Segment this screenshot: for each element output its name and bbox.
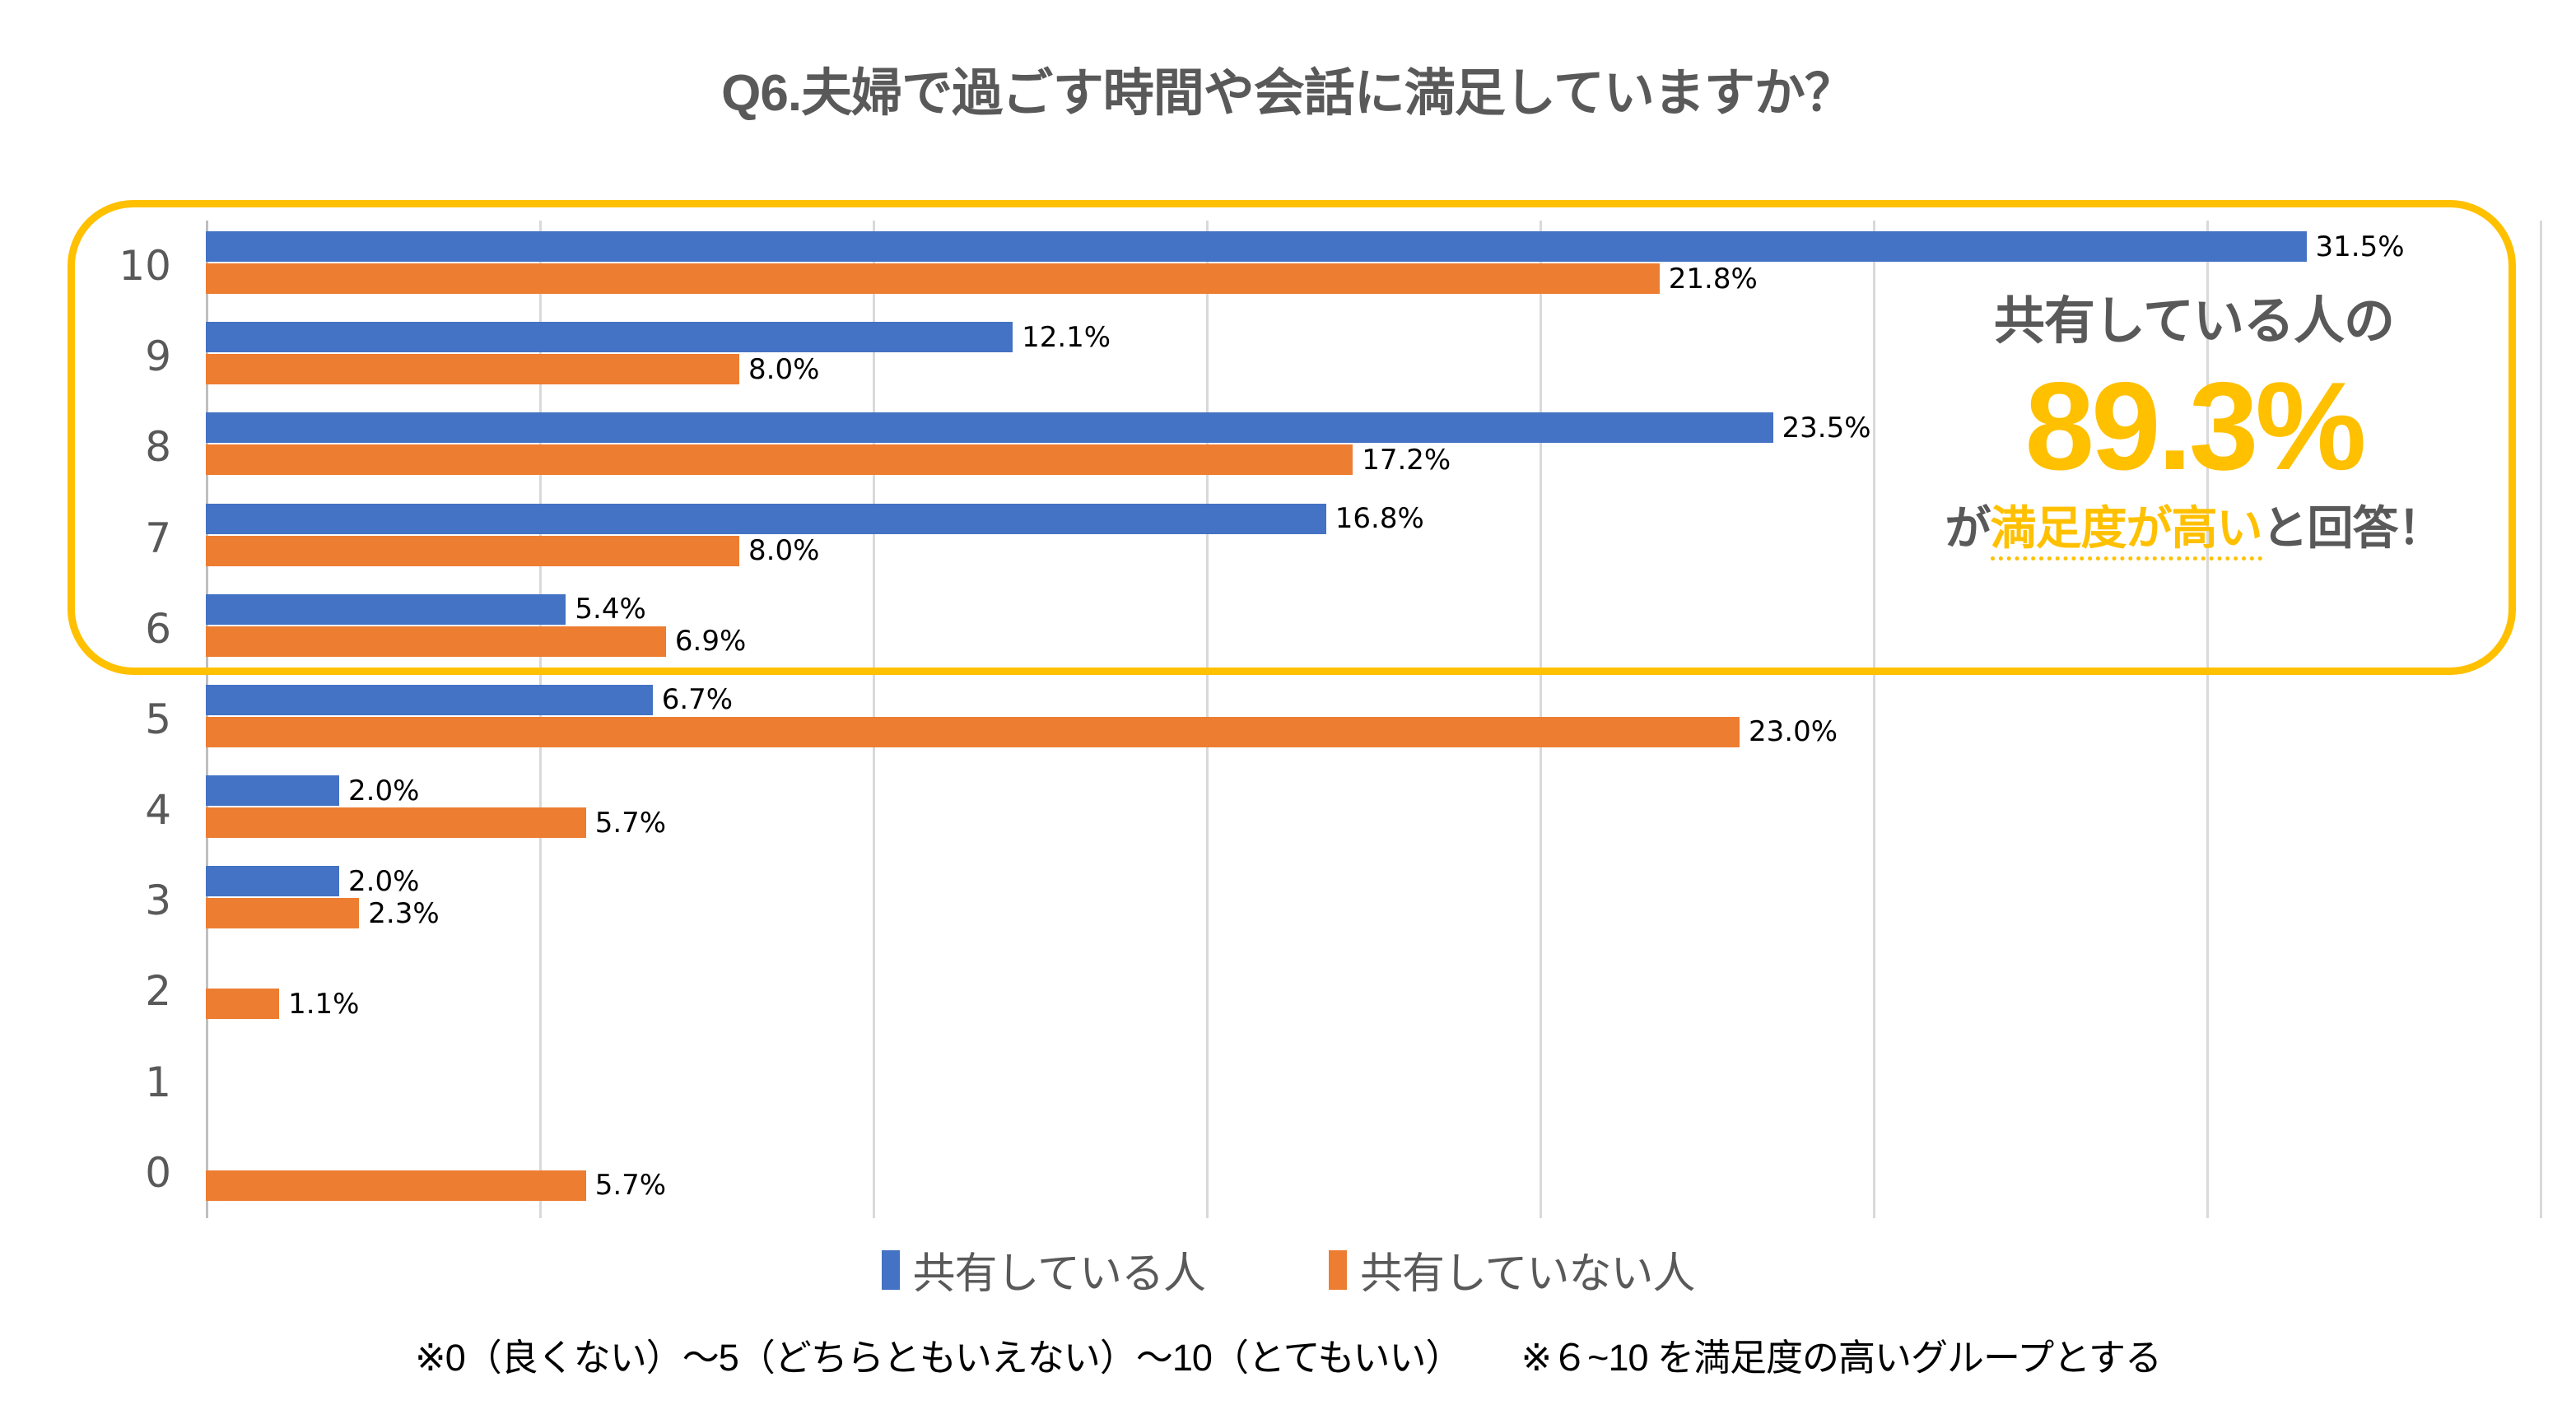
- bar-value-label: 6.7%: [661, 683, 734, 717]
- y-axis-tick-9: 9: [145, 333, 171, 381]
- bar-value-label: 8.0%: [748, 352, 820, 386]
- bar-value-label: 2.0%: [348, 864, 420, 898]
- callout-line-1: 共有している人の: [1993, 293, 2395, 350]
- y-axis-tick-4: 4: [145, 786, 171, 835]
- bar-value-label: 5.7%: [594, 806, 667, 840]
- bar-group-5: 6.7% 23.0%: [206, 674, 2540, 765]
- bar-group-9: 12.1% 8.0%: [206, 311, 2540, 402]
- gridline: [2540, 221, 2542, 1218]
- footnote-left: ※0（良くない）～5（どちらともいえない）～10（とてもいい）: [415, 1337, 1462, 1379]
- bar-value-label: 12.1%: [1022, 320, 1111, 354]
- legend-item-not-shared[interactable]: 共有していない人: [1329, 1239, 1695, 1300]
- bar-value-label: 5.7%: [594, 1169, 667, 1203]
- bar-value-label: 23.5%: [1782, 411, 1871, 444]
- gridline: [1873, 221, 1875, 1218]
- y-axis-tick-5: 5: [145, 695, 171, 743]
- bar-value-label: 17.2%: [1362, 443, 1451, 477]
- legend-swatch-icon: [881, 1249, 900, 1290]
- bar-value-label: 8.0%: [748, 534, 820, 568]
- bar-group-2: 1.1%: [206, 946, 2540, 1036]
- page-title: Q6.夫婦で過ごす時間や会話に満足していますか？: [721, 65, 1856, 122]
- gridline: [2206, 221, 2209, 1218]
- y-axis: 10 9 8 7 6 5 4 3 2 1 0: [0, 221, 206, 1218]
- bar-value-label: 2.3%: [368, 896, 440, 930]
- y-axis-tick-8: 8: [145, 423, 171, 472]
- footnote-right: ※６~10 を満足度の高いグループとする: [1521, 1337, 2161, 1379]
- bar-not-shared-7[interactable]: 8.0%: [206, 534, 819, 567]
- callout-line-3-highlight: 満足度が高い: [1990, 502, 2263, 561]
- bar-not-shared-0[interactable]: 5.7%: [206, 1169, 666, 1202]
- bar-shared-7[interactable]: 16.8%: [206, 502, 1424, 535]
- y-axis-tick-3: 3: [145, 877, 171, 925]
- y-axis-tick-2: 2: [145, 967, 171, 1016]
- bar-shared-10[interactable]: 31.5%: [206, 230, 2405, 263]
- bar-value-label: 2.0%: [348, 774, 420, 807]
- chart-legend: 共有している人 共有していない人: [0, 1239, 2576, 1300]
- bar-value-label: 21.8%: [1668, 262, 1758, 295]
- legend-swatch-icon: [1329, 1249, 1347, 1290]
- bar-value-label: 16.8%: [1335, 502, 1424, 536]
- bar-group-7: 16.8% 8.0%: [206, 493, 2540, 584]
- bar-shared-3[interactable]: 2.0%: [206, 865, 419, 898]
- y-axis-tick-10: 10: [119, 242, 171, 290]
- bar-shared-8[interactable]: 23.5%: [206, 412, 1871, 444]
- bar-shared-5[interactable]: 6.7%: [206, 683, 733, 716]
- bar-not-shared-2[interactable]: 1.1%: [206, 988, 359, 1021]
- highlight-callout-text: 共有している人の 89.3% が満足度が高いと回答！: [1856, 295, 2532, 649]
- bar-group-8: 23.5% 17.2%: [206, 402, 2540, 492]
- callout-statistic: 89.3%: [2024, 356, 2367, 497]
- bar-value-label: 23.0%: [1749, 715, 1838, 749]
- bar-value-label: 1.1%: [288, 987, 360, 1021]
- bar-not-shared-3[interactable]: 2.3%: [206, 897, 440, 930]
- callout-line-3-prefix: が: [1945, 502, 1991, 555]
- bar-group-1: [206, 1037, 2540, 1128]
- y-axis-tick-6: 6: [145, 604, 171, 653]
- legend-item-shared[interactable]: 共有している人: [881, 1239, 1206, 1300]
- bar-not-shared-4[interactable]: 5.7%: [206, 807, 666, 840]
- bar-value-label: 5.4%: [575, 593, 646, 626]
- y-axis-tick-0: 0: [145, 1148, 171, 1197]
- bar-shared-9[interactable]: 12.1%: [206, 321, 1111, 354]
- bar-shared-4[interactable]: 2.0%: [206, 775, 419, 807]
- bar-not-shared-6[interactable]: 6.9%: [206, 625, 746, 658]
- bar-not-shared-8[interactable]: 17.2%: [206, 444, 1451, 477]
- bar-group-4: 2.0% 5.7%: [206, 765, 2540, 855]
- bar-group-0: 5.7%: [206, 1128, 2540, 1218]
- callout-line-3-suffix: と回答！: [2262, 502, 2444, 555]
- bar-group-6: 5.4% 6.9%: [206, 584, 2540, 674]
- callout-line-3: が満足度が高いと回答！: [1856, 502, 2532, 561]
- y-axis-tick-1: 1: [145, 1058, 171, 1106]
- plot-area: 31.5% 21.8% 12.1% 8.0% 23.5% 17.2% 16.8% 8.0% 5.…: [206, 221, 2542, 1218]
- bar-group-10: 31.5% 21.8%: [206, 221, 2540, 311]
- bar-shared-6[interactable]: 5.4%: [206, 593, 646, 626]
- bar-group-3: 2.0% 2.3%: [206, 855, 2540, 946]
- bar-not-shared-5[interactable]: 23.0%: [206, 715, 1838, 748]
- y-axis-tick-7: 7: [145, 514, 171, 562]
- chart-footnote: ※0（良くない）～5（どちらともいえない）～10（とてもいい） ※６~10 を満…: [0, 1328, 2576, 1381]
- legend-label: 共有していない人: [1360, 1250, 1695, 1298]
- bar-not-shared-9[interactable]: 8.0%: [206, 353, 819, 386]
- bar-value-label: 6.9%: [674, 625, 747, 658]
- bar-value-label: 31.5%: [2315, 230, 2405, 263]
- legend-label: 共有している人: [912, 1250, 1206, 1298]
- bar-not-shared-10[interactable]: 21.8%: [206, 263, 1758, 295]
